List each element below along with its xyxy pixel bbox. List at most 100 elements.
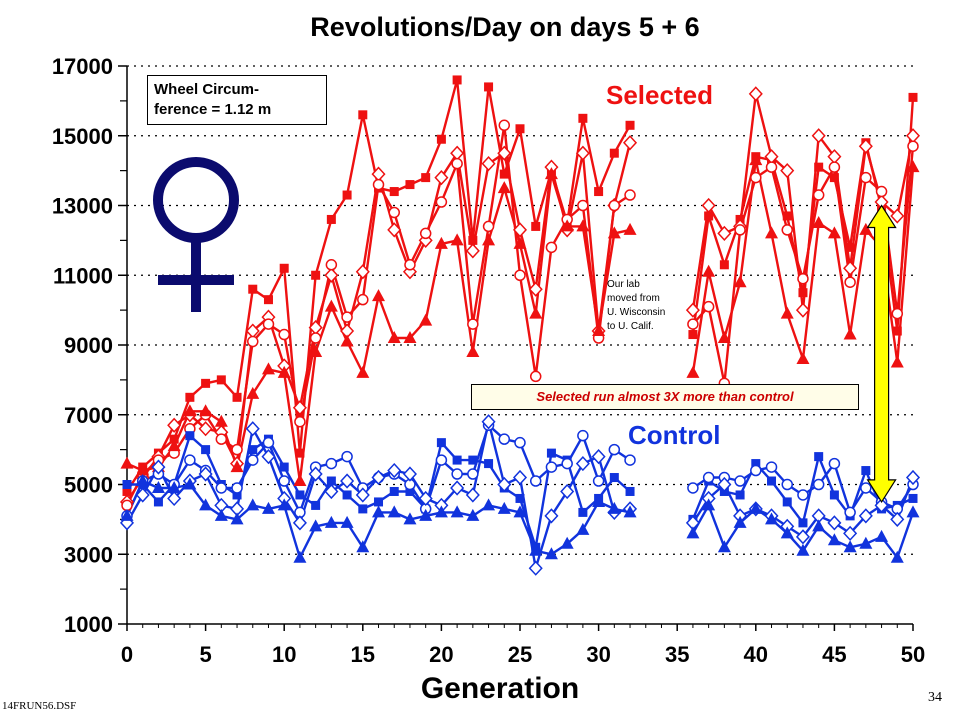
selected-point [167,439,181,452]
control-point [576,522,590,535]
control-point [735,490,745,500]
selected-point [796,351,810,364]
control-point [230,512,244,525]
selected-point [781,224,793,236]
control-point [905,469,921,486]
control-point [184,454,196,466]
control-point [341,450,353,463]
control-point [342,490,352,500]
double-arrow-shape [866,204,897,504]
selected-point [798,288,808,298]
control-point [529,475,542,487]
selected-label: Selected [606,80,713,110]
control-point [858,508,873,524]
selected-point [860,171,872,184]
selected-series-triangle-line [126,172,631,483]
control-point [861,466,871,476]
footer-filename: 14FRUN56.DSF [2,700,77,712]
selected-point [231,443,243,456]
control-point [120,508,134,521]
control-point [372,505,386,518]
control-point [560,483,575,500]
control-point [246,498,260,511]
y-tick-labels: 1000 3000 5000 7000 9000 11000 13000 15000 17000 [52,54,113,637]
selected-point [201,378,211,388]
selected-point [419,313,433,326]
selected-point [624,189,636,201]
selected-point [688,330,698,340]
selected-point [325,259,338,271]
x-tick-labels: 0 5 10 15 20 25 30 35 40 45 50 [121,642,925,667]
selected-point [358,110,368,120]
selected-point [309,332,322,344]
y-tick-label: 11000 [53,263,113,288]
selected-point [797,272,809,285]
selected-point [294,415,306,428]
selected-point [122,486,132,496]
selected-point [183,404,197,417]
control-point [733,515,747,528]
selected-point [498,119,511,132]
selected-point [560,219,574,232]
control-point [324,515,338,528]
selected-point [247,335,259,348]
control-point [767,476,777,486]
control-point [465,487,480,503]
control-point [340,473,355,489]
selected-point [782,211,792,221]
control-point [734,475,746,487]
series-markers [119,75,921,576]
selected-point [795,302,810,318]
control-point [292,515,307,531]
selected-point [891,307,904,320]
control-point [467,468,479,480]
selected-point [702,264,716,277]
x-tick-label: 50 [901,642,925,667]
selected-point [513,236,527,249]
control-point [544,547,558,560]
selected-point [277,365,291,378]
wheel-line-2: ference = 1.12 m [154,101,272,118]
selected-point [843,327,857,340]
selected-point [356,365,370,378]
x-tick-label: 0 [121,642,133,667]
control-point [592,475,605,487]
control-point [482,498,496,511]
selected-point [419,227,432,240]
selected-point [905,128,921,144]
control-series-open-diamond-line [125,420,631,570]
control-point [262,436,275,449]
selected-point [687,318,699,330]
selected-point [388,206,400,219]
selected-point [199,404,213,417]
selected-point [512,222,528,238]
control-point [812,519,826,532]
control-point [387,505,401,518]
control-point [702,498,716,511]
control-point [497,476,512,493]
control-point [374,497,384,507]
selected-point [403,331,417,344]
selected-point [828,161,841,173]
selected-point [685,302,700,318]
y-tick-label: 3000 [64,542,113,567]
control-point [231,482,243,494]
control-point [261,448,276,465]
control-point [311,500,321,510]
control-point [185,431,195,441]
selected-point [890,208,905,224]
selected-point [185,392,195,402]
selected-point [859,222,873,235]
control-point [261,501,275,514]
control-point [434,505,448,518]
selected-point [497,145,512,161]
selected-point [466,344,480,357]
control-point [452,455,462,465]
y-tick-label: 13000 [52,194,113,219]
control-point [795,529,810,545]
control-point [515,493,525,503]
control-point [484,459,494,469]
control-point [797,489,809,501]
lab-note-line-2: moved from [607,293,660,304]
control-point [624,454,636,466]
